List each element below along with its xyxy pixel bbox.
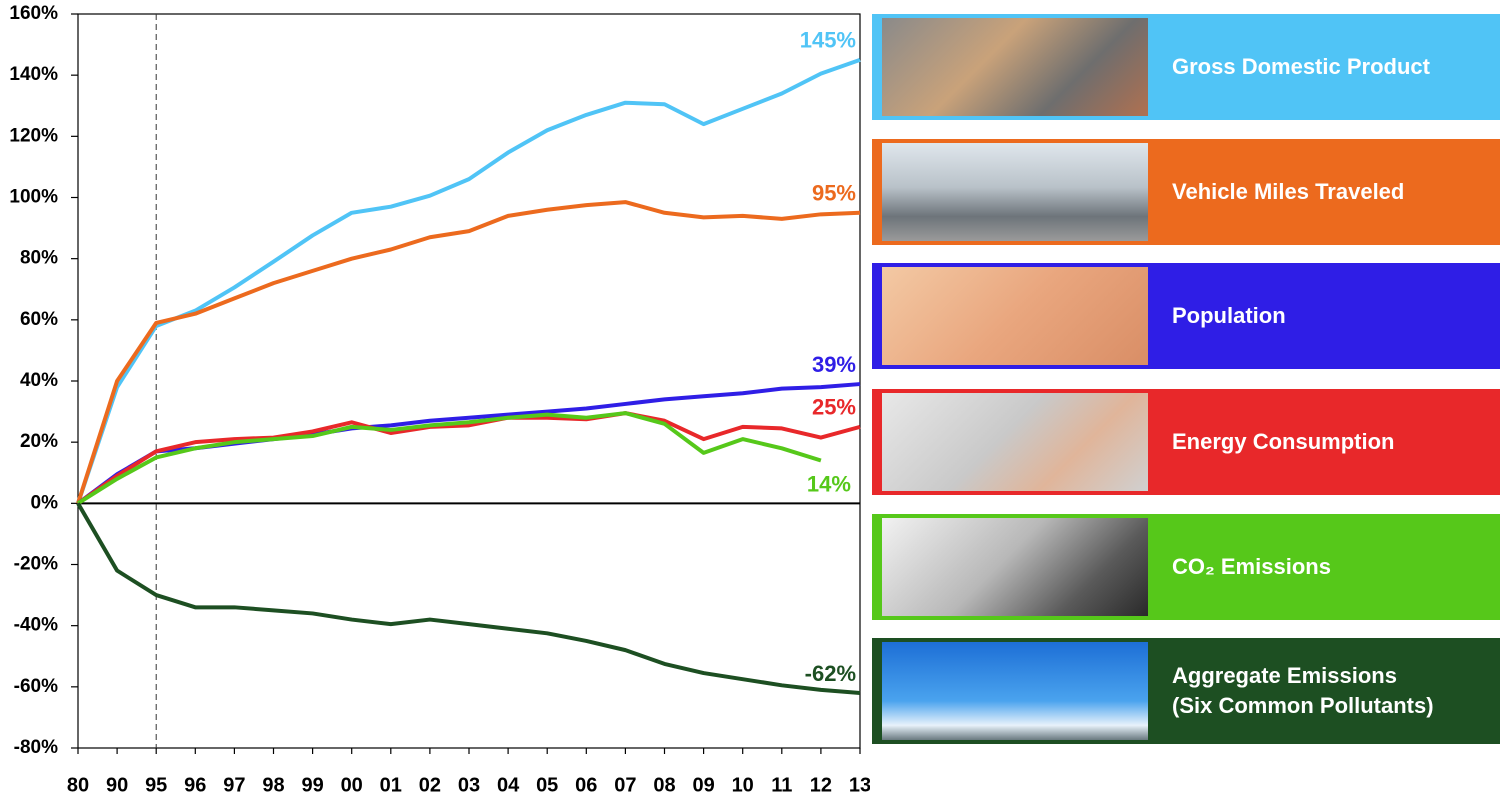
y-tick-label: 20% — [20, 431, 58, 452]
end-label: 14% — [807, 471, 851, 496]
x-tick-label: 11 — [771, 774, 792, 796]
series-line — [76, 200, 861, 504]
legend-label: Energy Consumption — [1172, 429, 1395, 454]
x-tick-label: 95 — [145, 774, 167, 796]
legend-photo — [882, 393, 1148, 491]
legend-photo — [882, 642, 1148, 740]
y-tick-label: 100% — [9, 187, 58, 208]
legend-photo — [882, 518, 1148, 616]
x-tick-label: 06 — [575, 774, 597, 796]
series-line — [76, 411, 861, 505]
legend-photo — [882, 143, 1148, 241]
legend-label: Vehicle Miles Traveled — [1172, 179, 1405, 204]
y-tick-label: -40% — [14, 615, 58, 636]
legend-label: Aggregate Emissions (Six Common Pollutan… — [1172, 663, 1434, 718]
y-tick-label: 0% — [31, 492, 59, 513]
y-tick-label: 140% — [9, 64, 58, 85]
x-tick-label: 10 — [732, 774, 754, 796]
y-tick-label: -60% — [14, 676, 58, 697]
legend-item: CO₂ Emissions — [872, 514, 1500, 620]
legend-label: Gross Domestic Product — [1172, 54, 1430, 79]
end-label: 25% — [812, 395, 856, 420]
legend-label: Population — [1172, 303, 1286, 328]
legend-item: Population — [872, 263, 1500, 369]
x-tick-label: 03 — [458, 774, 480, 796]
legend-item: Vehicle Miles Traveled — [872, 139, 1500, 245]
y-tick-label: 120% — [9, 125, 58, 146]
legend-photo — [882, 267, 1148, 365]
x-tick-label: 09 — [692, 774, 714, 796]
y-tick-label: 160% — [9, 3, 58, 24]
series-line — [76, 411, 822, 506]
x-tick-label: 00 — [341, 774, 363, 796]
x-tick-label: 05 — [536, 774, 558, 796]
x-tick-label: 13 — [849, 774, 870, 796]
x-tick-label: 99 — [301, 774, 323, 796]
x-tick-label: 80 — [67, 774, 89, 796]
x-tick-label: 08 — [653, 774, 675, 796]
series-line — [76, 57, 861, 504]
y-tick-label: -20% — [14, 554, 58, 575]
y-tick-label: -80% — [14, 737, 58, 758]
y-tick-label: 40% — [20, 370, 58, 391]
x-tick-label: 90 — [106, 774, 128, 796]
legend-item: Aggregate Emissions (Six Common Pollutan… — [872, 638, 1500, 744]
x-tick-label: 12 — [810, 774, 832, 796]
series-line — [76, 502, 861, 695]
y-tick-label: 80% — [20, 248, 58, 269]
end-label: 145% — [800, 28, 856, 53]
end-label: -62% — [805, 661, 856, 686]
x-tick-label: 04 — [497, 774, 520, 796]
legend-label: CO₂ Emissions — [1172, 554, 1331, 579]
legend-item: Energy Consumption — [872, 389, 1500, 495]
x-tick-label: 98 — [262, 774, 284, 796]
end-label: 95% — [812, 181, 856, 206]
x-tick-label: 02 — [419, 774, 441, 796]
x-tick-label: 07 — [614, 774, 636, 796]
x-tick-label: 97 — [223, 774, 245, 796]
chart: -80% -60% -40% -20% 0% 20% 40% 60% 80% 100% 120% 14… — [9, 3, 870, 796]
legend-photo — [882, 18, 1148, 116]
end-label: 39% — [812, 352, 856, 377]
plot-frame — [77, 13, 861, 749]
x-tick-label: 96 — [184, 774, 206, 796]
y-tick-label: 60% — [20, 309, 58, 330]
legend-item: Gross Domestic Product — [872, 14, 1500, 120]
x-tick-label: 01 — [380, 774, 402, 796]
